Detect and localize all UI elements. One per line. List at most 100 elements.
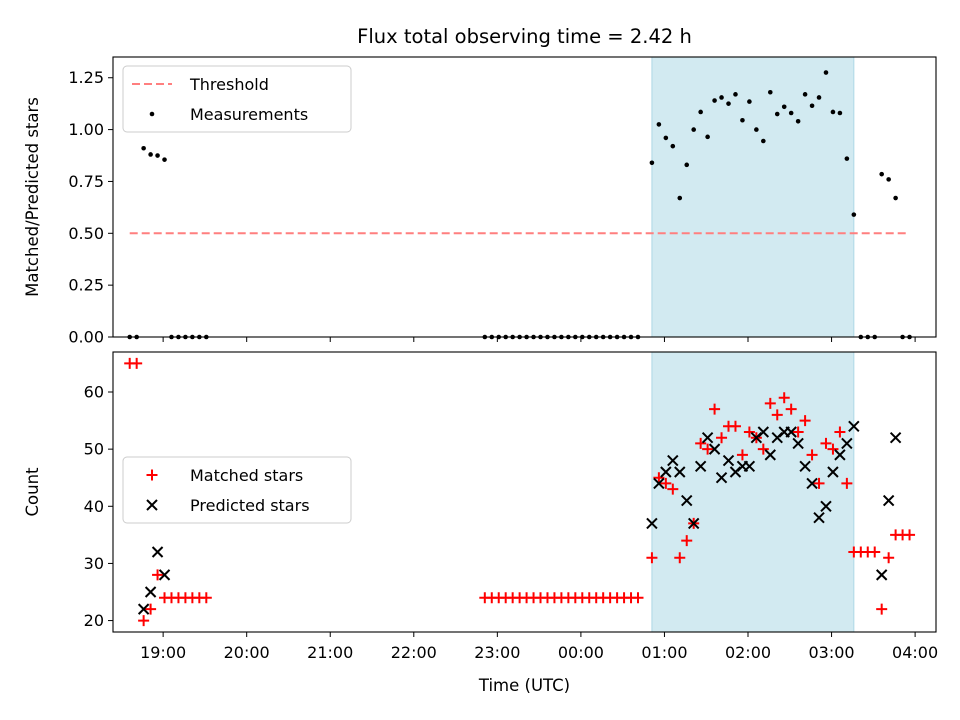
legend-label: Matched stars (190, 466, 303, 485)
predicted-star-point (792, 437, 804, 450)
predicted-star-point (806, 477, 818, 490)
y-tick-label: 0.50 (68, 224, 104, 243)
measurement-point (767, 89, 773, 95)
measurement-point (816, 95, 822, 100)
x-tick-label: 21:00 (307, 643, 353, 662)
measurement-point (670, 143, 676, 149)
legend: Matched stars Predicted stars (122, 456, 352, 524)
legend-predicted-swatch (146, 499, 158, 511)
matched-star-point (138, 615, 150, 627)
legend-measurement-swatch (149, 111, 155, 117)
measurement-point (656, 122, 662, 127)
x-tick-label: 01:00 (641, 643, 687, 662)
measurement-point (788, 110, 794, 116)
x-tick-label: 23:00 (474, 643, 520, 662)
x-tick-label: 22:00 (391, 643, 437, 662)
measurement-point (761, 138, 766, 144)
matched-star-point (660, 477, 672, 489)
x-tick-label: 03:00 (809, 643, 855, 662)
measurement-point (851, 212, 857, 217)
matched-star-point (632, 592, 644, 604)
predicted-star-point (715, 472, 728, 484)
measurement-point (747, 99, 752, 104)
measurement-point (893, 195, 898, 201)
x-tick-label: 20:00 (224, 643, 270, 662)
legend-matched-swatch (146, 469, 158, 481)
legend-frame (122, 65, 352, 133)
predicted-star-point (785, 426, 797, 438)
matched-star-point (876, 603, 888, 615)
bottom-panel: 20 30 40 50 60 19:00 20:00 21:00 22:00 23:00 00:00… (23, 351, 938, 662)
predicted-star-point (820, 500, 832, 512)
measurement-point (809, 103, 815, 109)
matched-star-point (834, 426, 846, 438)
predicted-star-point (674, 466, 686, 478)
measurement-point (754, 127, 759, 132)
matched-star-point (729, 420, 741, 432)
measurement-point (712, 98, 717, 103)
measurement-point (141, 145, 146, 151)
predicted-star-point (646, 517, 658, 530)
predicted-star-point (889, 432, 902, 444)
matched-star-point (771, 409, 783, 421)
matched-star-point (792, 426, 804, 438)
y-tick-label: 0.25 (68, 276, 104, 295)
matched-star-point (778, 392, 790, 404)
measurement-point (740, 117, 745, 123)
matched-star-point (757, 443, 769, 455)
predicted-star-point (827, 466, 839, 478)
predicted-star-point (137, 603, 150, 615)
matched-star-point (200, 592, 212, 604)
matched-star-point (702, 443, 714, 455)
predicted-star-point (813, 512, 825, 524)
measurement-point (795, 118, 801, 124)
y-axis-label: Matched/Predicted stars (23, 97, 42, 297)
matched-star-point (904, 529, 916, 541)
measurement-point (719, 95, 724, 100)
legend: Threshold Measurements (122, 65, 352, 133)
matched-star-point (785, 403, 797, 415)
matched-star-point (681, 535, 693, 547)
predicted-star-point (681, 494, 693, 507)
predicted-star-point (841, 437, 853, 450)
predicted-star-point (667, 454, 679, 467)
matched-star-point (674, 552, 686, 564)
x-tick-label: 04:00 (892, 643, 938, 662)
predicted-star-point (875, 569, 888, 581)
measurement-point (844, 156, 850, 161)
predicted-star-point (687, 517, 700, 530)
measurement-point (663, 135, 669, 141)
axes-frame (112, 351, 937, 633)
y-tick-label: 1.00 (68, 120, 104, 139)
matched-star-point (667, 483, 679, 495)
measurement-point (879, 171, 884, 177)
measurement-point (691, 127, 696, 132)
predicted-star-point (834, 449, 846, 461)
measurement-point (684, 162, 690, 168)
predicted-star-point (660, 466, 672, 478)
matched-star-point (743, 426, 755, 438)
predicted-star-point (757, 426, 770, 438)
axes-frame (112, 56, 937, 338)
measurement-point (802, 92, 808, 97)
predicted-star-point (764, 449, 776, 461)
matched-star-point (813, 477, 825, 489)
x-axis-label: Time (UTC) (478, 676, 570, 695)
matched-star-point (646, 552, 658, 564)
matched-star-point (131, 357, 143, 369)
top-panel: 0.00 0.25 0.50 0.75 1.00 1.25 Matched/Predicte… (23, 56, 937, 347)
chart-title: Flux total observing time = 2.42 h (357, 25, 692, 48)
y-tick-label: 30 (84, 554, 104, 573)
matched-star-point (827, 443, 839, 455)
legend-label: Measurements (190, 105, 308, 124)
measurement-point (705, 134, 710, 140)
predicted-star-point (653, 477, 665, 490)
matched-star-point (820, 437, 832, 449)
measurement-point (733, 92, 738, 97)
measurement-point (886, 177, 891, 182)
highlight-span (651, 56, 855, 338)
matched-star-point (806, 449, 818, 461)
measurement-point (823, 70, 829, 75)
legend-label: Predicted stars (190, 496, 310, 515)
